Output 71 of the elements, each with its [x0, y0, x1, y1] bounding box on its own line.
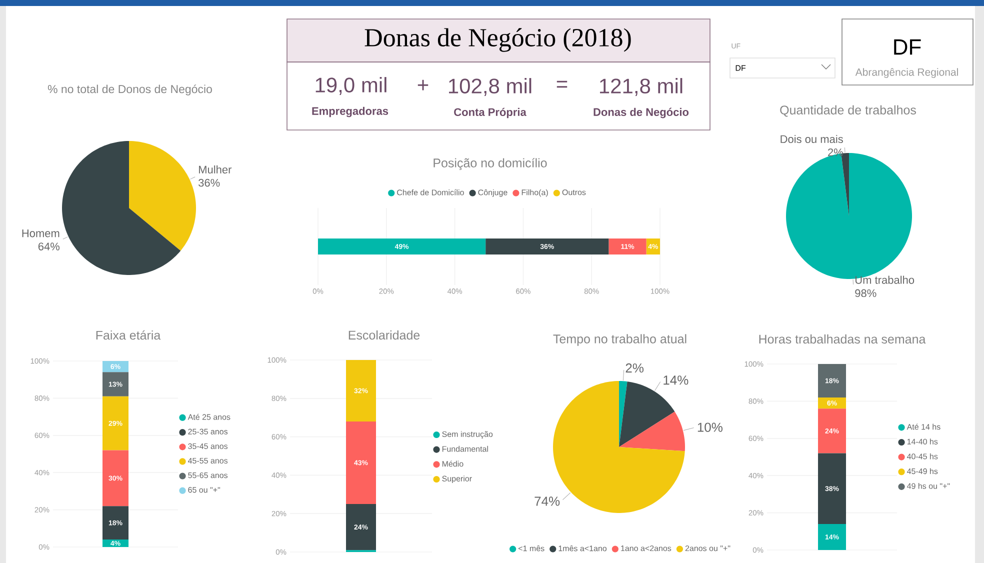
legend-label: 2anos ou "+": [685, 545, 730, 552]
legend-label: <1 mês: [518, 545, 544, 552]
legend-label: Sem instrução: [442, 431, 493, 439]
legend-label: Superior: [442, 476, 472, 484]
legend-label: Outros: [562, 189, 586, 196]
chart-title: Faixa etária: [96, 330, 161, 340]
chart-title: % no total de Donos de Negócio: [48, 84, 212, 96]
text: DF: [736, 65, 746, 71]
legend-label: 1ano a<2anos: [621, 545, 672, 552]
bar: [608, 238, 646, 254]
legend-label: 25-35 anos: [188, 428, 228, 434]
legend-label: 1mês a<1ano: [558, 545, 607, 552]
text: DF: [894, 39, 921, 55]
legend-label: Filho(a): [522, 189, 548, 197]
text: 102,8 mil: [449, 78, 532, 96]
bar: [102, 372, 129, 396]
data-label: 10%: [698, 422, 722, 432]
slice-label: Dois ou mais: [780, 134, 843, 144]
chart-title: Escolaridade: [348, 330, 420, 340]
bar: [818, 397, 846, 409]
data-label: 74%: [534, 496, 560, 506]
bar: [818, 453, 846, 524]
legend-label: Cônjuge: [478, 189, 508, 197]
text: 121,8 mil: [600, 78, 682, 96]
data-label: 2%: [626, 363, 644, 373]
text: Empregadoras: [312, 106, 388, 118]
chart-title: Quantidade de trabalhos: [780, 105, 916, 117]
legend-label: Médio: [442, 460, 464, 467]
slice-label: Um trabalho: [855, 276, 914, 284]
bar: [818, 364, 846, 398]
bar: [818, 524, 846, 550]
legend-label: Chefe de Domicílio: [397, 189, 464, 196]
text: Donas de Negócio: [594, 108, 689, 118]
chart-title: Horas trabalhadas na semana: [759, 334, 926, 344]
slice-label: Homem: [22, 230, 60, 238]
bar: [102, 396, 129, 450]
slice-label: Mulher: [199, 165, 232, 174]
bar: [102, 361, 129, 372]
legend-label: 65 ou "+": [188, 487, 220, 493]
legend-label: 14-40 hs: [907, 438, 938, 444]
bar: [318, 238, 486, 254]
text: Abrangência Regional: [855, 68, 958, 78]
text: 19,0 mil: [316, 77, 386, 95]
bar: [102, 450, 129, 506]
data-label: 64%: [38, 242, 60, 250]
bar: [346, 421, 376, 504]
data-label: 36%: [198, 178, 220, 187]
bar: [486, 238, 609, 254]
bar: [102, 540, 129, 547]
legend-label: Até 14 hs: [906, 424, 940, 430]
legend-label: 45-55 anos: [188, 458, 228, 464]
text: Conta Própria: [454, 108, 526, 118]
legend-label: 45-49 hs: [907, 468, 938, 474]
text: Donas de Negócio (2018): [364, 28, 631, 52]
bar: [102, 506, 129, 540]
legend-label: Até 25 anos: [188, 414, 230, 420]
legend-label: Fundamental: [442, 446, 488, 452]
legend-label: 49 hs ou "+": [907, 482, 950, 489]
bar: [346, 360, 376, 422]
text: =: [556, 80, 568, 88]
data-label: 2%: [828, 148, 843, 156]
data-label: 14%: [664, 376, 688, 385]
bar: [818, 408, 846, 454]
text: +: [418, 80, 428, 90]
legend-label: 40-45 hs: [907, 453, 938, 460]
bar: [346, 504, 376, 550]
legend-label: 35-45 anos: [188, 443, 228, 450]
legend-label: 55-65 anos: [188, 472, 228, 478]
chart-title: Posição no domicílio: [434, 158, 547, 170]
chart-title: Tempo no trabalho atual: [553, 334, 686, 346]
data-label: 98%: [855, 289, 876, 298]
